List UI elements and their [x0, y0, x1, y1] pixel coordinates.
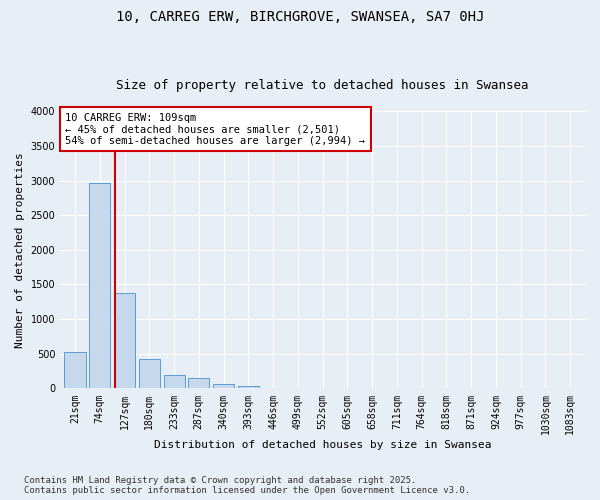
Bar	[89, 182, 110, 388]
Bar	[164, 374, 185, 388]
Bar	[213, 384, 234, 388]
Text: Contains HM Land Registry data © Crown copyright and database right 2025.
Contai: Contains HM Land Registry data © Crown c…	[24, 476, 470, 495]
Bar	[139, 358, 160, 388]
Text: 10, CARREG ERW, BIRCHGROVE, SWANSEA, SA7 0HJ: 10, CARREG ERW, BIRCHGROVE, SWANSEA, SA7…	[116, 10, 484, 24]
Bar	[64, 352, 86, 389]
Bar	[238, 386, 259, 388]
X-axis label: Distribution of detached houses by size in Swansea: Distribution of detached houses by size …	[154, 440, 491, 450]
Title: Size of property relative to detached houses in Swansea: Size of property relative to detached ho…	[116, 79, 529, 92]
Bar	[188, 378, 209, 388]
Y-axis label: Number of detached properties: Number of detached properties	[15, 152, 25, 348]
Text: 10 CARREG ERW: 109sqm
← 45% of detached houses are smaller (2,501)
54% of semi-d: 10 CARREG ERW: 109sqm ← 45% of detached …	[65, 112, 365, 146]
Bar	[114, 293, 135, 388]
